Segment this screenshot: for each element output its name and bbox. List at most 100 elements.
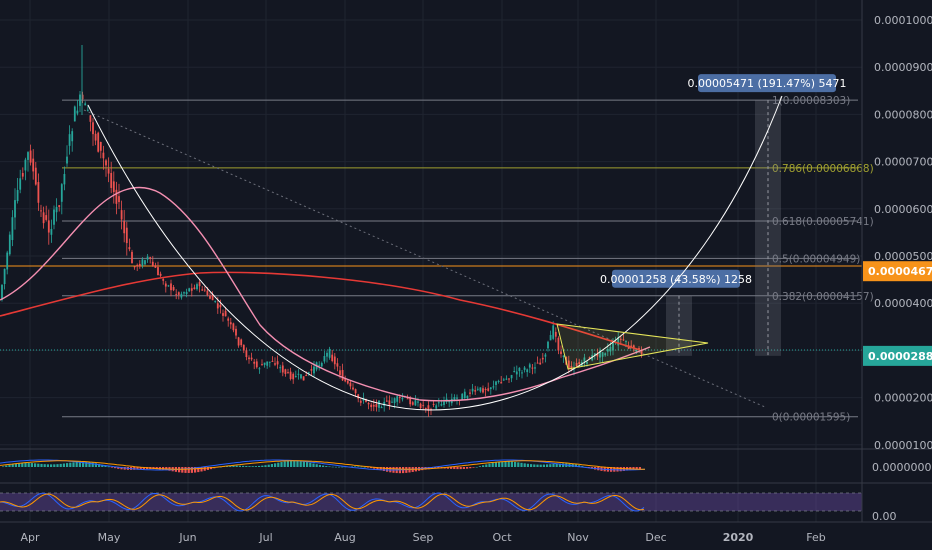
macd-histogram-bar (245, 466, 248, 467)
candle-body (47, 220, 50, 233)
candle-body (328, 348, 331, 358)
candle-body (14, 200, 16, 218)
macd-histogram-bar (514, 461, 517, 467)
candle-body (284, 369, 287, 374)
macd-histogram-bar (8, 464, 11, 467)
candle-body (398, 397, 401, 399)
candle-body (281, 365, 284, 373)
macd-histogram-bar (354, 466, 357, 467)
macd-histogram-bar (66, 463, 69, 467)
price-tag-label: 0.00004678 (868, 265, 932, 278)
macd-histogram-bar (350, 466, 353, 468)
macd-histogram-bar (434, 467, 437, 469)
macd-histogram-bar (194, 467, 197, 473)
candle-body (287, 372, 289, 374)
candle-body (8, 234, 11, 255)
candle-body (513, 371, 516, 373)
macd-histogram-bar (635, 467, 638, 470)
macd-histogram-bar (114, 467, 117, 469)
candle-body (248, 357, 250, 360)
candle-body (427, 405, 430, 411)
macd-histogram-bar (539, 464, 542, 467)
candle-body (170, 283, 172, 291)
fib-retracement[interactable]: 1(0.00008303) 0.786(0.00006868) 0.618(0.00… (62, 95, 874, 424)
macd-histogram-bar (293, 460, 296, 467)
candle-body (391, 401, 393, 403)
candle-body (357, 394, 360, 399)
candle-body (289, 371, 292, 379)
candle-body (604, 353, 607, 356)
candle-body (401, 398, 404, 400)
candle-body (518, 367, 521, 372)
macd-histogram-bar (638, 467, 641, 470)
candle-body (42, 212, 45, 224)
macd-histogram-bar (62, 463, 65, 467)
measure-label-bg (612, 269, 740, 288)
candle-body (466, 395, 469, 399)
candle-body (453, 397, 456, 401)
time-tick-label: Sep (413, 531, 434, 544)
candle-body (557, 337, 560, 351)
candle-body (367, 402, 370, 405)
candle-body (640, 349, 643, 355)
candle-body (419, 403, 422, 409)
candle-body (372, 404, 375, 407)
candle-body (609, 346, 612, 352)
macd-histogram-bar (331, 466, 334, 468)
candle-body (279, 367, 282, 369)
candle-body (554, 331, 557, 337)
fib-level-label: 0.382(0.00004157) (772, 291, 874, 303)
candle-body (380, 407, 383, 409)
macd-histogram-bar (494, 462, 497, 467)
candle-body (68, 134, 71, 146)
candle-body (128, 247, 131, 250)
candle-body (133, 266, 136, 268)
candle-body (479, 387, 482, 392)
macd-histogram-bar (267, 464, 270, 467)
candle-body (588, 357, 591, 359)
macd-histogram-bar (382, 467, 385, 472)
candle-body (534, 367, 536, 369)
candle-body (60, 184, 63, 202)
time-tick-label: May (98, 531, 121, 544)
macd-histogram-bar (94, 463, 97, 467)
macd-histogram-bar (558, 463, 561, 467)
time-scale[interactable]: Apr May Jun Jul Aug Sep Oct Nov Dec 2020 Feb (20, 531, 825, 544)
macd-histogram-bar (69, 462, 72, 467)
candle-body (339, 370, 341, 375)
candle-body (21, 172, 24, 177)
candle-body (632, 345, 635, 349)
candle-body (414, 400, 417, 406)
macd-histogram-bar (24, 462, 27, 467)
candle-body (105, 160, 107, 166)
macd-histogram-bar (296, 460, 299, 467)
macd-histogram-bar (139, 467, 142, 470)
measure-label-bg (698, 74, 836, 93)
candle-body (302, 376, 305, 381)
macd-histogram-bar (232, 465, 235, 467)
macd-histogram-bar (475, 466, 478, 468)
candle-body (250, 357, 253, 360)
candle-body (352, 387, 354, 390)
macd-histogram-bar (469, 467, 472, 469)
candle-body (255, 361, 258, 368)
candle-body (63, 173, 66, 185)
macd-histogram-bar (98, 463, 101, 467)
candle-body (84, 103, 87, 106)
macd-histogram-bar (184, 467, 187, 473)
macd-histogram-bar (357, 466, 360, 468)
macd-histogram-bar (446, 467, 449, 469)
candle-body (515, 371, 518, 375)
measure-boxes[interactable]: 0.00005471 (191.47%) 5471 0.00001258 (43.… (600, 74, 847, 356)
macd-histogram-bar (82, 461, 85, 467)
macd-histogram-bar (453, 467, 456, 470)
candle-body (383, 401, 386, 406)
fib-level-label: 0.5(0.00004949) (772, 253, 860, 265)
macd-histogram-bar (286, 461, 289, 467)
macd-histogram-bar (379, 467, 382, 471)
stoch-rsi-pane (0, 492, 862, 512)
candle-body (359, 400, 362, 403)
time-tick-label: Jun (178, 531, 196, 544)
macd-histogram-bar (37, 463, 40, 467)
